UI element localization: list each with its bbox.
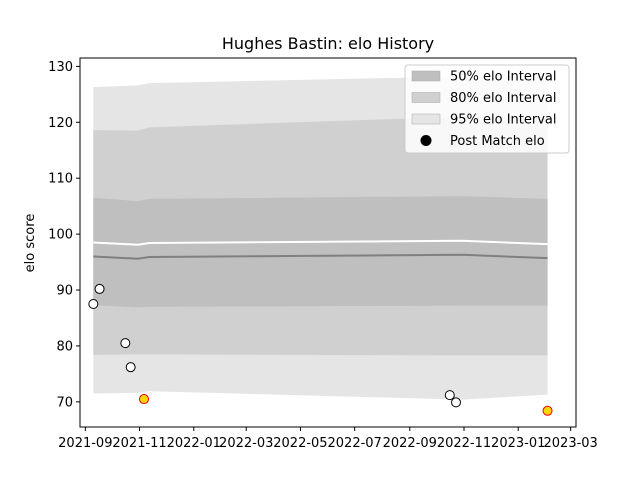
y-tick-label: 130 <box>48 60 73 75</box>
x-tick-label: 2021-09 <box>58 436 112 451</box>
x-tick-label: 2022-05 <box>273 436 327 451</box>
x-tick-label: 2021-11 <box>112 436 166 451</box>
legend-swatch <box>411 92 441 103</box>
post-match-point <box>542 405 553 416</box>
plot-frame <box>79 57 577 428</box>
post-match-point <box>120 338 131 349</box>
y-tick-label: 100 <box>48 228 73 243</box>
x-tick-label: 2022-09 <box>383 436 437 451</box>
y-tick-label: 120 <box>48 116 73 131</box>
x-tick-label: 2022-07 <box>328 436 382 451</box>
post-match-points <box>88 283 553 416</box>
y-tick-label: 110 <box>48 172 73 187</box>
legend-marker <box>420 135 432 146</box>
y-tick-label: 80 <box>56 339 73 354</box>
legend-label: 95% elo Interval <box>450 113 557 128</box>
post-match-point <box>88 299 99 309</box>
post-match-point <box>94 283 105 294</box>
post-match-point <box>444 390 455 401</box>
legend: 50% elo Interval 80% elo Interval 95% elo … <box>404 64 570 154</box>
legend-box <box>404 64 570 154</box>
y-axis-label: elo score <box>23 214 38 273</box>
x-tick-label: 2022-01 <box>167 436 221 451</box>
legend-swatch <box>411 70 441 82</box>
mean-line-group <box>93 239 548 260</box>
chart-title: Hughes Bastin: elo History <box>222 34 434 53</box>
post-match-point <box>451 397 461 408</box>
x-tick-label: 2022-03 <box>219 436 273 451</box>
post-match-point <box>125 362 136 373</box>
legend-label: 50% elo Interval <box>450 70 557 85</box>
y-tick-label: 90 <box>56 284 73 299</box>
x-tick-label: 2023-03 <box>544 436 598 451</box>
y-tick-label: 70 <box>56 395 73 410</box>
x-tick-label: 2023-01 <box>491 436 545 451</box>
band-separator-line <box>93 239 548 246</box>
interval-bands <box>93 76 548 400</box>
legend-label: Post Match elo <box>450 134 545 149</box>
band-3 <box>93 196 548 308</box>
mean-elo-line <box>93 253 548 260</box>
post-match-point <box>139 394 149 405</box>
legend-label: 80% elo Interval <box>450 91 557 106</box>
x-tick-label: 2022-11 <box>437 436 491 451</box>
legend-swatch <box>411 113 441 125</box>
